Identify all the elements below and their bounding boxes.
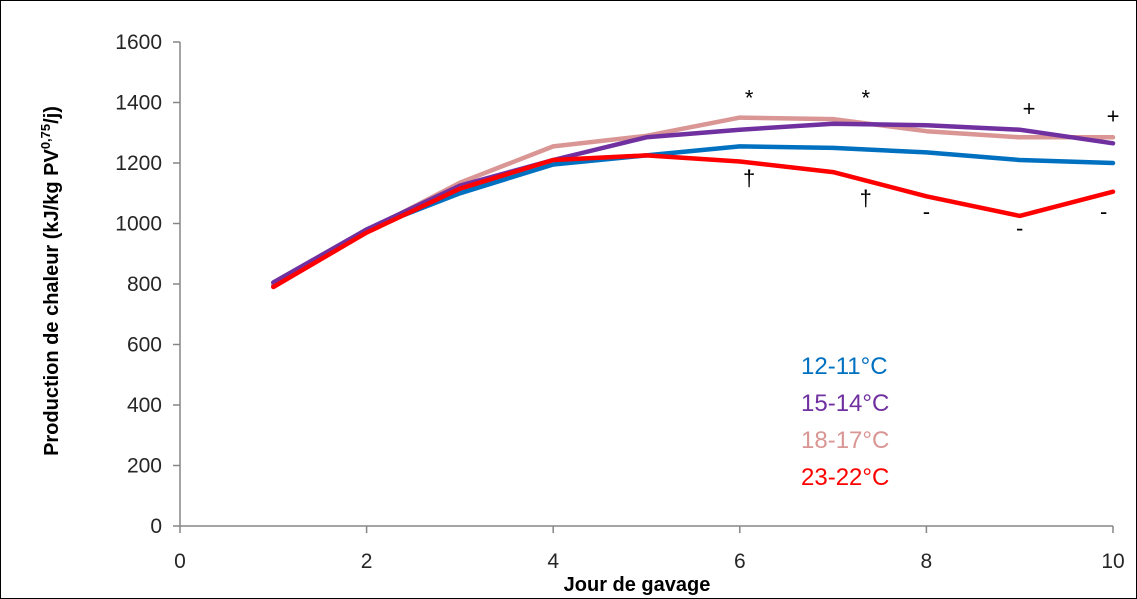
series-lines [271, 115, 1116, 290]
significance-annotations: * * + + † † - - - [743, 86, 1119, 241]
series-line-23-22C [271, 153, 1116, 290]
y-tick-label: 200 [127, 455, 162, 478]
x-tick-label: 6 [734, 550, 746, 573]
legend-entry: 23-22°C [801, 464, 889, 491]
y-tick-label: 0 [150, 515, 162, 538]
y-tick-label: 1400 [115, 92, 162, 115]
annotation-mark: - [1100, 199, 1107, 224]
legend: 12-11°C 15-14°C 18-17°C 23-22°C [801, 353, 889, 491]
annotation-mark: + [1107, 104, 1120, 129]
x-tick-label: 10 [1101, 550, 1124, 573]
legend-entry: 18-17°C [801, 427, 889, 454]
y-tick-label: 1200 [115, 152, 162, 175]
series-line-18-17C [271, 115, 1116, 287]
annotation-mark: * [745, 86, 754, 111]
legend-entry: 15-14°C [801, 390, 889, 417]
annotation-mark: * [861, 86, 870, 111]
x-tick-label: 2 [361, 550, 373, 573]
annotation-mark: † [743, 166, 755, 191]
x-tick-label: 4 [547, 550, 559, 573]
y-tick-label: 600 [127, 334, 162, 357]
y-axis-title-prefix: Production de chaleur (kJ/kg PV [41, 149, 63, 456]
tick-labels: 0 200 400 600 800 1000 1200 1400 1600 0 2 4 6 8 10 [115, 31, 1124, 573]
y-tick-label: 1600 [115, 31, 162, 54]
annotation-mark: - [923, 199, 930, 224]
annotation-mark: † [860, 185, 872, 210]
y-tick-label: 400 [127, 394, 162, 417]
y-tick-label: 800 [127, 273, 162, 296]
x-tick-label: 8 [921, 550, 933, 573]
y-tick-label: 1000 [115, 213, 162, 236]
y-axis-title-superscript: 0,75 [38, 124, 53, 149]
y-axis-title-suffix: /j) [41, 106, 63, 124]
series-line-15-14C [271, 121, 1116, 285]
legend-entry: 12-11°C [801, 353, 888, 380]
annotation-mark: + [1023, 96, 1036, 121]
y-axis-title: Production de chaleur (kJ/kg PV0,75/j) [38, 106, 63, 456]
annotation-mark: - [1016, 216, 1023, 241]
x-axis-title: Jour de gavage [564, 574, 711, 596]
axes [173, 41, 1114, 533]
x-tick-label: 0 [174, 550, 186, 573]
